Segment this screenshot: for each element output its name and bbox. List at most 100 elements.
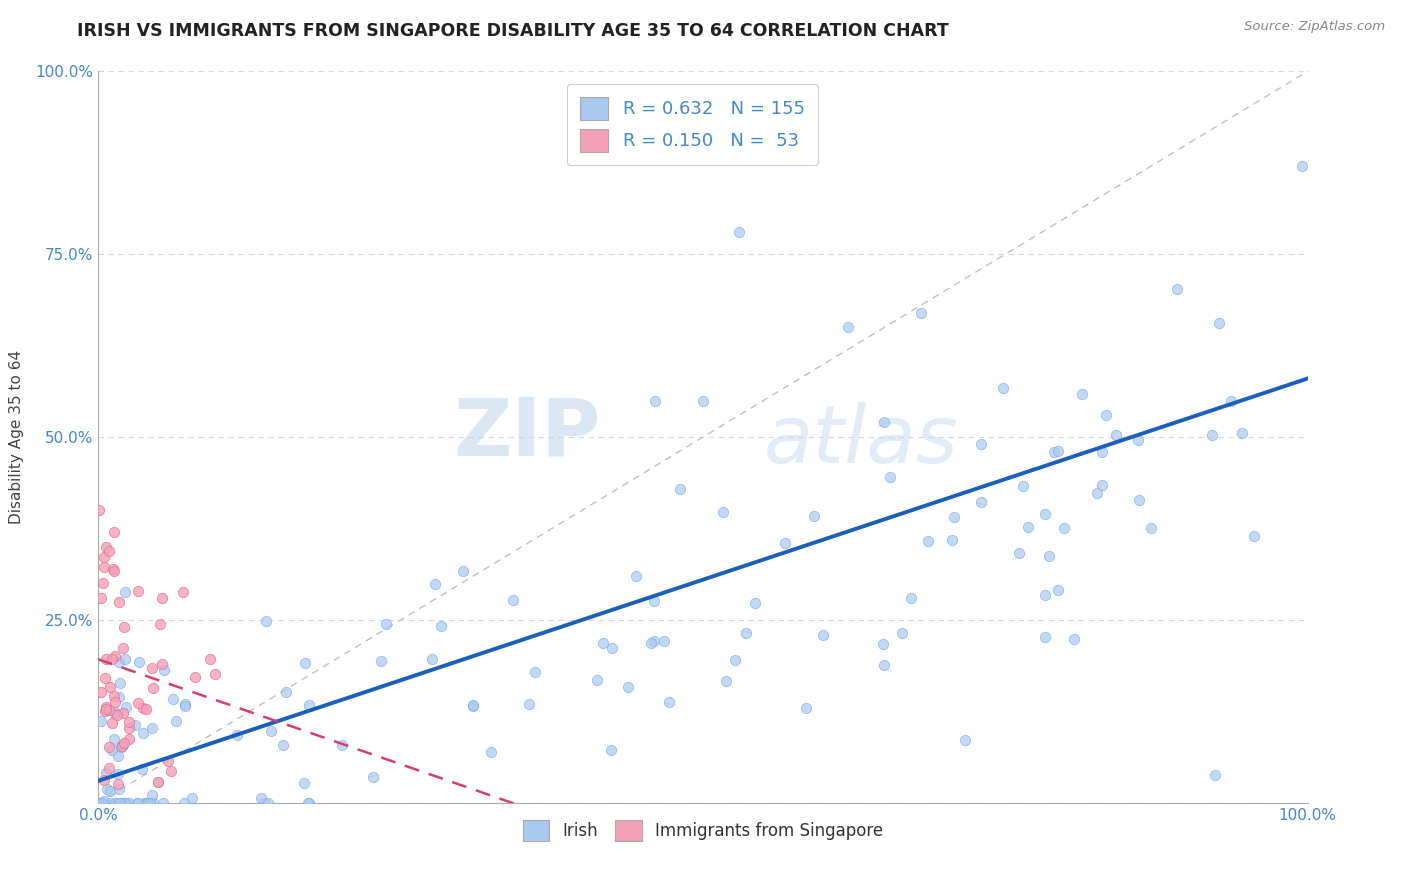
Point	[112, 620, 135, 634]
Point	[172, 585, 194, 599]
Point	[174, 698, 197, 712]
Point	[118, 721, 141, 735]
Point	[891, 625, 914, 640]
Point	[1243, 529, 1265, 543]
Point	[104, 695, 127, 709]
Point	[112, 796, 135, 810]
Point	[94, 704, 117, 718]
Point	[131, 762, 153, 776]
Point	[93, 549, 115, 564]
Point	[225, 728, 247, 742]
Point	[96, 540, 118, 554]
Point	[142, 796, 165, 810]
Point	[714, 674, 737, 689]
Point	[96, 702, 118, 716]
Point	[330, 739, 353, 753]
Point	[917, 533, 939, 548]
Point	[461, 698, 484, 713]
Point	[260, 724, 283, 739]
Point	[114, 652, 136, 666]
Point	[117, 732, 139, 747]
Point	[1094, 408, 1116, 422]
Point	[127, 796, 149, 810]
Point	[1291, 160, 1313, 174]
Point	[107, 595, 129, 609]
Point	[111, 738, 134, 752]
Point	[108, 655, 131, 669]
Point	[114, 796, 136, 810]
Point	[103, 564, 125, 578]
Point	[173, 796, 195, 810]
Point	[90, 685, 112, 699]
Point	[153, 663, 176, 677]
Point	[586, 673, 609, 688]
Point	[479, 745, 502, 759]
Text: IRISH VS IMMIGRANTS FROM SINGAPORE DISABILITY AGE 35 TO 64 CORRELATION CHART: IRISH VS IMMIGRANTS FROM SINGAPORE DISAB…	[77, 22, 949, 40]
Point	[1087, 486, 1109, 500]
Point	[135, 702, 157, 716]
Point	[1012, 479, 1035, 493]
Point	[96, 652, 118, 666]
Point	[274, 685, 297, 699]
Point	[87, 796, 110, 810]
Point	[1204, 767, 1226, 781]
Point	[298, 698, 321, 712]
Point	[98, 796, 121, 810]
Point	[134, 796, 156, 810]
Point	[128, 655, 150, 669]
Point	[657, 695, 679, 709]
Point	[969, 495, 991, 509]
Point	[873, 416, 896, 430]
Point	[114, 584, 136, 599]
Point	[138, 796, 160, 810]
Point	[103, 731, 125, 746]
Y-axis label: Disability Age 35 to 64: Disability Age 35 to 64	[10, 350, 24, 524]
Point	[1008, 546, 1031, 560]
Point	[103, 689, 125, 703]
Point	[134, 796, 156, 810]
Point	[104, 796, 127, 810]
Point	[900, 591, 922, 605]
Point	[146, 775, 169, 789]
Point	[1046, 582, 1069, 597]
Point	[112, 706, 135, 720]
Point	[363, 771, 385, 785]
Point	[970, 437, 993, 451]
Point	[127, 696, 149, 710]
Point	[617, 680, 640, 694]
Point	[1033, 507, 1056, 521]
Point	[107, 748, 129, 763]
Point	[91, 576, 114, 591]
Point	[111, 640, 134, 655]
Point	[813, 627, 835, 641]
Point	[87, 503, 110, 517]
Point	[837, 320, 859, 334]
Point	[100, 715, 122, 730]
Point	[728, 225, 751, 239]
Point	[104, 648, 127, 663]
Point	[1232, 426, 1254, 441]
Point	[517, 697, 540, 711]
Point	[600, 743, 623, 757]
Point	[105, 707, 128, 722]
Point	[644, 393, 666, 408]
Point	[734, 625, 756, 640]
Point	[111, 739, 134, 753]
Point	[90, 591, 112, 606]
Point	[127, 796, 149, 810]
Point	[1140, 521, 1163, 535]
Point	[90, 796, 112, 810]
Point	[150, 657, 173, 672]
Point	[118, 796, 141, 810]
Point	[1038, 549, 1060, 563]
Point	[1139, 50, 1161, 64]
Point	[93, 772, 115, 787]
Point	[502, 592, 524, 607]
Point	[991, 381, 1014, 395]
Point	[910, 306, 932, 320]
Point	[1071, 387, 1094, 401]
Text: Source: ZipAtlas.com: Source: ZipAtlas.com	[1244, 20, 1385, 33]
Point	[523, 665, 546, 679]
Point	[165, 714, 187, 728]
Point	[94, 766, 117, 780]
